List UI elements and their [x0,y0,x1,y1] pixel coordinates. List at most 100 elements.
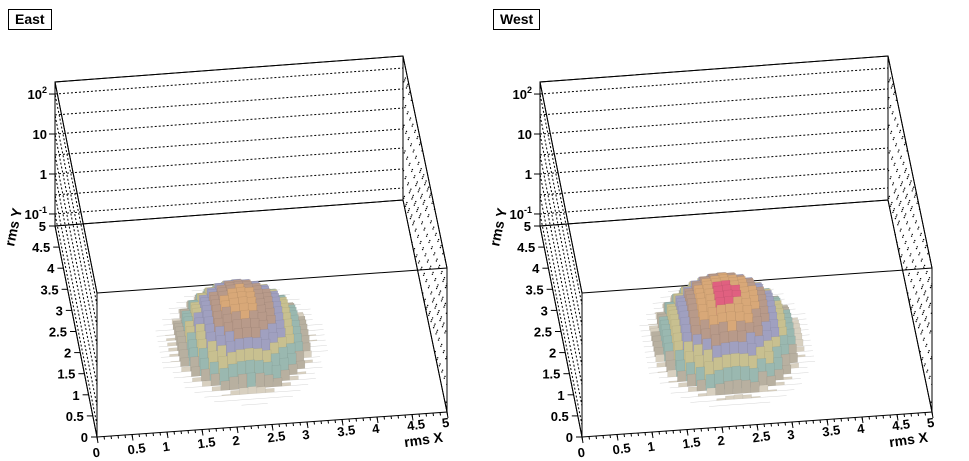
y-axis-title: rms Y [1,206,25,248]
lego-bar [284,396,293,397]
lego-bar [717,405,727,407]
lego-bar [804,350,813,352]
lego-bar [653,307,663,309]
lego-bar [273,377,283,388]
x-minor-tick [644,432,646,436]
y-tick-label: 4.5 [32,240,50,255]
lego-bar [204,396,214,398]
lego-bar [792,378,801,380]
lego-bars [155,278,328,406]
lego-bar [299,384,309,386]
lego-bar [797,361,807,363]
lego-bar [679,391,689,393]
x-minor-tick [425,413,427,417]
lego-bar [658,377,668,379]
x-minor-tick [159,432,161,436]
lego-bar [290,298,300,300]
lego-bar [169,313,179,315]
y-tick-label: 2.5 [534,325,552,340]
lego-bar [751,396,761,399]
lego-bar [168,307,178,309]
x-tick-label: 2 [716,433,725,449]
lego-bar [645,356,655,358]
x-tick-label: 4.5 [406,416,426,433]
x-tick-label: 4 [371,421,381,437]
x-minor-tick [672,430,674,434]
lego-bar [247,386,257,395]
lego-bar [750,381,760,393]
lego-bar [796,313,806,315]
y-tick-label: 2 [64,346,71,361]
x-minor-tick [264,424,266,429]
lego-bar [743,403,753,405]
lego-bar [782,364,792,375]
y-axis-title: rms Y [486,206,510,248]
lego-bar [758,370,768,388]
lego-bar [184,296,193,297]
lego-bar [793,383,802,385]
lego-bar [677,370,687,383]
lego-bar [239,387,249,395]
x-tick-label: 5 [926,415,935,431]
z-tick-base: 10 [518,127,532,142]
x-minor-tick [201,429,203,433]
y-tick-label: 0 [566,430,573,445]
x-minor-tick [889,414,891,419]
lego-bar [733,394,744,400]
lego-bar [667,369,677,378]
x-minor-tick [721,426,723,431]
lego-bar [643,346,653,348]
lego-bar [202,380,212,387]
x-minor-tick [152,432,154,437]
y-tick-label: 1.5 [542,367,560,382]
x-minor-tick [609,434,611,439]
lego-bar [767,389,777,392]
lego-bar [641,335,651,337]
x-tick-label: 3 [301,427,310,443]
lego-bar [250,403,260,405]
lego-bar [222,400,232,402]
x-minor-tick [931,411,933,416]
x-tick-label: 3 [786,427,795,443]
lego-bar [806,361,816,363]
lego-bar [160,356,170,358]
lego-bar [231,399,241,401]
x-minor-tick [749,424,751,429]
lego-bar [297,371,307,375]
lego-bar [649,372,658,374]
lego-bar [657,371,667,373]
z-tick-label: 1 [40,167,47,182]
lego-bar [795,346,805,353]
x-tick-label: 0 [577,445,586,461]
lego-bar [783,376,793,380]
x-minor-tick [896,414,898,418]
lego-bar [776,390,786,392]
x-minor-tick [243,426,245,430]
lego-bar [167,342,177,347]
y-tick-label: 0.5 [551,409,569,424]
lego-bar [790,372,800,374]
lego-bar [759,384,769,393]
x-minor-tick [623,433,625,438]
lego-bar [311,356,321,358]
lego-bar [193,386,203,388]
lego-bar [689,396,699,398]
y-tick-label: 4 [532,261,540,276]
pad-east: East 0 0.5 1 1.5 2 2.5 3 3.5 4 4.5 5 rms X 0 0.5 1 1.5 2… [0,0,484,461]
x-minor-tick [124,434,126,439]
z-tick-label: 102 [513,85,532,102]
lego-bar [158,346,168,348]
lego-bar [177,307,187,309]
x-tick-label: 0.5 [612,440,632,457]
x-minor-tick [138,433,140,438]
lego-bar [646,313,655,315]
lego-bar [647,367,657,369]
x-minor-tick [791,421,793,426]
lego-bar [659,382,669,384]
x-minor-tick [110,435,112,440]
x-tick-label: 4.5 [891,416,911,433]
top-frame [539,55,933,294]
x-minor-tick [103,436,105,440]
y-tick-label: 5 [39,219,46,234]
